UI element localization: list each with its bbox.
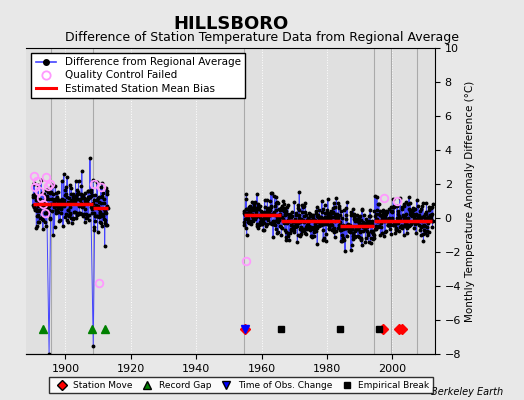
Y-axis label: Monthly Temperature Anomaly Difference (°C): Monthly Temperature Anomaly Difference (… [465, 80, 475, 322]
Title: HILLSBORO: HILLSBORO [173, 14, 288, 32]
Legend: Station Move, Record Gap, Time of Obs. Change, Empirical Break: Station Move, Record Gap, Time of Obs. C… [49, 377, 433, 394]
Legend: Difference from Regional Average, Quality Control Failed, Estimated Station Mean: Difference from Regional Average, Qualit… [31, 53, 245, 98]
Text: Berkeley Earth: Berkeley Earth [431, 387, 503, 397]
Text: Difference of Station Temperature Data from Regional Average: Difference of Station Temperature Data f… [65, 32, 459, 44]
